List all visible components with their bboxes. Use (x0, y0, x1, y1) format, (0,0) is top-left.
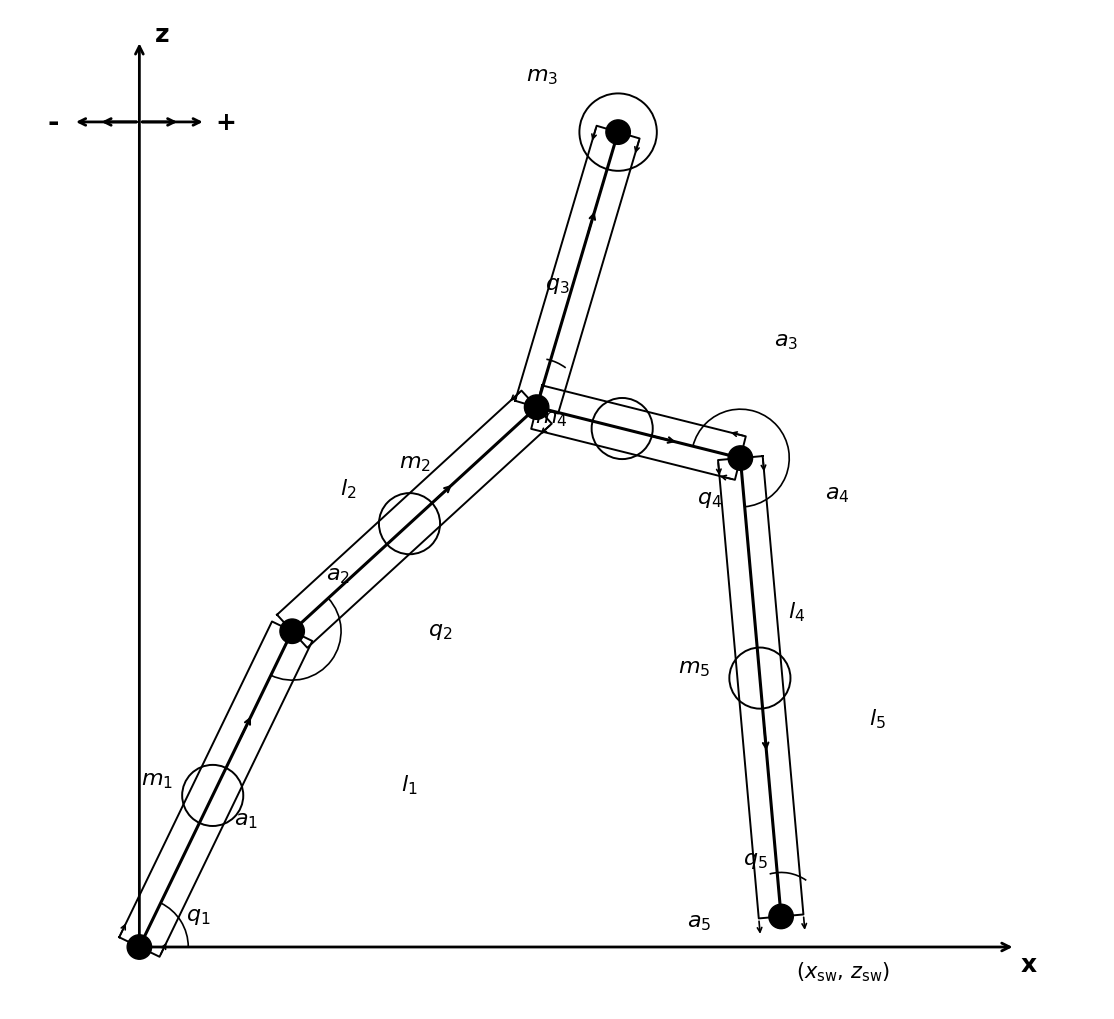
Circle shape (729, 446, 753, 471)
Text: $m_5$: $m_5$ (677, 658, 710, 679)
Circle shape (525, 395, 549, 420)
Text: $m_3$: $m_3$ (526, 67, 558, 87)
Text: $(x_{\rm sw},\, z_{\rm sw})$: $(x_{\rm sw},\, z_{\rm sw})$ (797, 959, 890, 983)
Text: $a_5$: $a_5$ (687, 912, 712, 931)
Circle shape (280, 620, 304, 644)
Text: $l_4$: $l_4$ (788, 599, 805, 623)
Text: $a_4$: $a_4$ (824, 484, 849, 504)
Circle shape (769, 904, 793, 928)
Text: -: - (47, 109, 59, 137)
Text: $m_4$: $m_4$ (535, 409, 567, 429)
Text: $m_2$: $m_2$ (399, 453, 430, 473)
Text: +: + (215, 111, 236, 135)
Text: $m_1$: $m_1$ (140, 770, 173, 791)
Text: $a_3$: $a_3$ (774, 331, 799, 352)
Circle shape (606, 121, 631, 145)
Text: $l_2$: $l_2$ (340, 477, 356, 501)
Text: $l_5$: $l_5$ (869, 706, 887, 730)
Text: $q_1$: $q_1$ (186, 907, 211, 926)
Text: x: x (1020, 952, 1037, 976)
Text: $q_5$: $q_5$ (743, 851, 768, 870)
Text: $a_1$: $a_1$ (234, 810, 258, 829)
Text: $q_4$: $q_4$ (697, 489, 722, 510)
Text: z: z (155, 22, 169, 47)
Circle shape (127, 934, 152, 959)
Text: $l_1$: $l_1$ (401, 772, 418, 796)
Text: $a_2$: $a_2$ (326, 566, 350, 586)
Text: $q_2$: $q_2$ (428, 622, 452, 642)
Text: $q_3$: $q_3$ (545, 275, 569, 296)
